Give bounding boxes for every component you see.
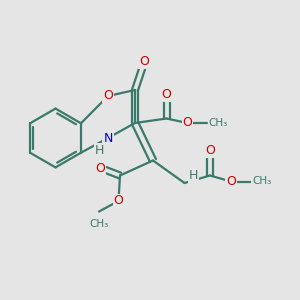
Text: O: O	[205, 143, 215, 157]
Text: H: H	[189, 169, 198, 182]
Text: O: O	[139, 55, 149, 68]
Text: O: O	[226, 175, 236, 188]
Text: N: N	[103, 131, 113, 145]
Text: CH₃: CH₃	[208, 118, 228, 128]
Text: O: O	[183, 116, 192, 130]
Text: O: O	[114, 194, 123, 208]
Text: CH₃: CH₃	[252, 176, 271, 187]
Text: O: O	[103, 89, 113, 103]
Text: O: O	[96, 161, 105, 175]
Text: CH₃: CH₃	[89, 219, 109, 229]
Text: O: O	[162, 88, 171, 101]
Text: H: H	[95, 144, 104, 157]
